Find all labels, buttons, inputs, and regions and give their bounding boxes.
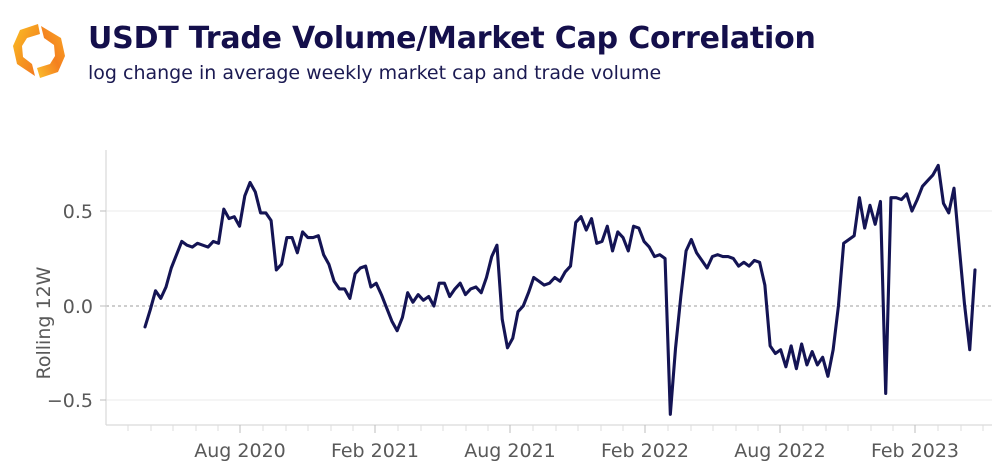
gridlines <box>106 210 992 401</box>
y-tick-label-2: −0.5 <box>47 390 93 412</box>
y-axis-title: Rolling 12W <box>33 266 55 380</box>
crypto-brand-hex-logo <box>8 20 70 82</box>
y-tick-label-1: 0.0 <box>63 296 93 318</box>
page-subtitle: log change in average weekly market cap … <box>88 61 662 84</box>
x-tick-label-2: Aug 2021 <box>464 440 556 462</box>
line-chart-svg: 0.5 0.0 −0.5 <box>47 150 992 462</box>
x-tick-label-1: Feb 2021 <box>331 440 419 462</box>
x-major-ticks <box>239 425 916 433</box>
correlation-line-series <box>143 163 977 416</box>
plot-area: Rolling 12W 0.5 0.0 −0.5 <box>0 112 992 472</box>
chart-header: USDT Trade Volume/Market Cap Correlation… <box>0 0 992 112</box>
page-title: USDT Trade Volume/Market Cap Correlation <box>88 21 816 56</box>
y-tick-label-0: 0.5 <box>63 201 93 223</box>
axis-spines <box>105 150 992 426</box>
title-block: USDT Trade Volume/Market Cap Correlation… <box>88 22 816 84</box>
x-tick-label-3: Feb 2022 <box>601 440 689 462</box>
y-tick-marks <box>100 210 106 401</box>
x-tick-label-4: Aug 2022 <box>734 440 826 462</box>
x-tick-label-5: Feb 2023 <box>871 440 959 462</box>
x-minor-ticks <box>127 425 984 431</box>
x-tick-label-0: Aug 2020 <box>194 440 286 462</box>
